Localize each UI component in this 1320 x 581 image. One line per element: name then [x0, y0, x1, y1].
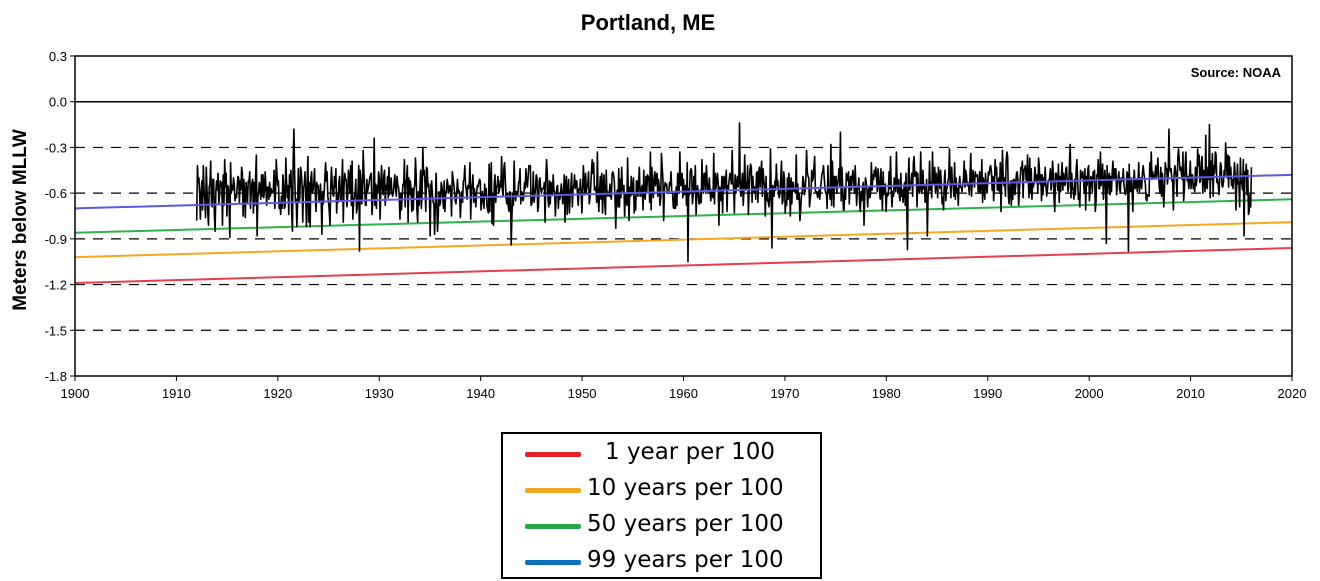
x-tick-label: 1970 [770, 386, 799, 401]
x-tick-label: 1910 [162, 386, 191, 401]
legend-item-50-years: 50 years per 100 [503, 508, 820, 542]
frequency-line-1-years [74, 247, 1293, 285]
legend-swatch-1-year [525, 452, 581, 457]
x-tick-label: 1980 [872, 386, 901, 401]
y-tick-label: -0.9 [45, 232, 67, 247]
x-tick-label: 1960 [669, 386, 698, 401]
y-tick-label: 0.3 [49, 49, 67, 64]
plot-area: 0.3 0.0 -0.3 -0.6 -0.9 -1.2 -1.5 -1.8 1900 1910 19… [45, 49, 1307, 401]
y-tick-label: -0.6 [45, 186, 67, 201]
x-tick-label: 1900 [61, 386, 90, 401]
x-tick-label: 1930 [365, 386, 394, 401]
chart-title: Portland, ME [581, 10, 715, 35]
legend-label-50-years: 50 years per 100 [587, 511, 784, 537]
y-tick-label: -1.8 [45, 369, 67, 384]
x-tick-label: 2000 [1075, 386, 1104, 401]
legend-swatch-10-years [525, 488, 581, 493]
observed-water-level-line [195, 122, 1253, 263]
frequency-line-99-years [74, 173, 1293, 210]
x-tick-label: 1920 [263, 386, 292, 401]
y-tick-label: -1.2 [45, 278, 67, 293]
chart-figure: Portland, ME 0.3 0.0 -0.3 -0.6 -0.9 -1.2 -1.5 -… [10, 10, 1307, 401]
legend-label-1-year: 1 year per 100 [605, 439, 775, 465]
x-tick-label: 1950 [568, 386, 597, 401]
legend-item-99-years: 99 years per 100 [503, 544, 820, 578]
x-tick-label: 2010 [1176, 386, 1205, 401]
source-annotation: Source: NOAA [1191, 65, 1282, 80]
x-tick-label: 2020 [1278, 386, 1307, 401]
legend-label-99-years: 99 years per 100 [587, 547, 784, 573]
legend-item-1-year: 1 year per 100 [503, 436, 820, 470]
x-tick-label: 1990 [973, 386, 1002, 401]
frequency-line-10-years [74, 221, 1293, 259]
frequency-line-50-years [74, 198, 1293, 234]
y-tick-label: -0.3 [45, 140, 67, 155]
y-axis-label: Meters below MLLW [10, 129, 31, 311]
legend-label-10-years: 10 years per 100 [587, 475, 784, 501]
legend-item-10-years: 10 years per 100 [503, 472, 820, 506]
legend: 1 year per 100 10 years per 100 50 years… [501, 432, 822, 579]
legend-swatch-99-years [525, 560, 581, 565]
y-tick-label: 0.0 [49, 95, 67, 110]
legend-swatch-50-years [525, 524, 581, 529]
y-tick-label: -1.5 [45, 323, 67, 338]
x-tick-label: 1940 [466, 386, 495, 401]
